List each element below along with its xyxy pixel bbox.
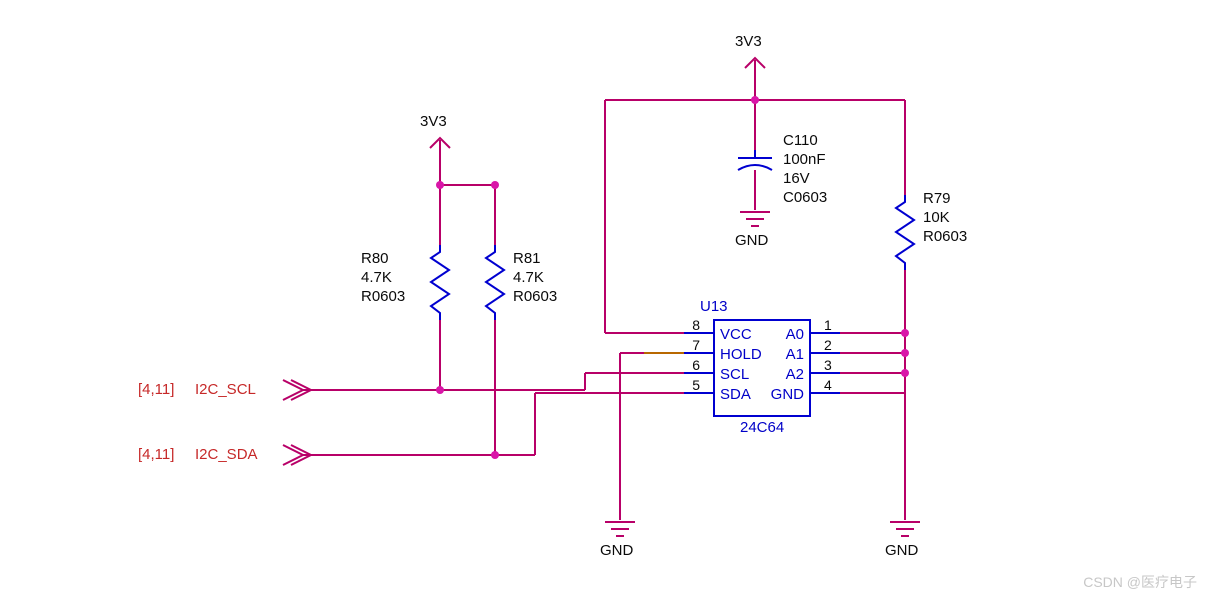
watermark: CSDN @医疗电子 xyxy=(1083,572,1197,592)
svg-text:7: 7 xyxy=(692,337,700,353)
gnd-label-middle: GND xyxy=(600,542,633,561)
gnd-label-right: GND xyxy=(885,542,918,561)
c110-ref: C110 xyxy=(783,132,818,151)
r81-ref: R81 xyxy=(513,250,541,269)
net-scl-name: I2C_SCL xyxy=(195,381,256,400)
r81-value: 4.7K xyxy=(513,269,544,288)
power-label-3v3-left: 3V3 xyxy=(420,113,447,132)
svg-text:VCC: VCC xyxy=(720,326,752,343)
svg-text:3: 3 xyxy=(824,357,832,373)
svg-text:A2: A2 xyxy=(786,366,804,383)
junctions xyxy=(436,96,909,459)
r80-footprint: R0603 xyxy=(361,288,405,307)
r80-value: 4.7K xyxy=(361,269,392,288)
svg-text:5: 5 xyxy=(692,377,700,393)
r81-footprint: R0603 xyxy=(513,288,557,307)
svg-text:HOLD: HOLD xyxy=(720,346,762,363)
c110-footprint: C0603 xyxy=(783,189,827,208)
net-sda-sheets: [4,11] xyxy=(138,446,174,465)
ic-u13: 8 7 6 5 1 2 3 4 VCC HOLD SCL SDA A0 A1 A… xyxy=(684,317,840,416)
offsheet-ports xyxy=(283,380,311,465)
svg-text:6: 6 xyxy=(692,357,700,373)
r79-footprint: R0603 xyxy=(923,228,967,247)
svg-text:GND: GND xyxy=(771,386,805,403)
svg-text:A0: A0 xyxy=(786,326,804,343)
schematic-svg: 8 7 6 5 1 2 3 4 VCC HOLD SCL SDA A0 A1 A… xyxy=(0,0,1215,600)
net-scl-sheets: [4,11] xyxy=(138,381,174,400)
c110-voltage: 16V xyxy=(783,170,810,189)
schematic-canvas: 8 7 6 5 1 2 3 4 VCC HOLD SCL SDA A0 A1 A… xyxy=(0,0,1215,600)
svg-text:SCL: SCL xyxy=(720,366,749,383)
r79-ref: R79 xyxy=(923,190,951,209)
gnd-label-cap: GND xyxy=(735,232,768,251)
svg-text:8: 8 xyxy=(692,317,700,333)
u13-ref: U13 xyxy=(700,298,728,317)
svg-text:4: 4 xyxy=(824,377,832,393)
svg-text:A1: A1 xyxy=(786,346,804,363)
u13-part: 24C64 xyxy=(740,419,784,438)
net-sda-name: I2C_SDA xyxy=(195,446,258,465)
svg-text:1: 1 xyxy=(824,317,832,333)
r80-ref: R80 xyxy=(361,250,389,269)
resistors xyxy=(431,195,914,320)
power-label-3v3-top: 3V3 xyxy=(735,33,762,52)
cap-c110 xyxy=(738,150,772,210)
r79-value: 10K xyxy=(923,209,950,228)
svg-text:2: 2 xyxy=(824,337,832,353)
svg-text:SDA: SDA xyxy=(720,386,751,403)
c110-value: 100nF xyxy=(783,151,826,170)
power-arrows xyxy=(430,58,765,148)
